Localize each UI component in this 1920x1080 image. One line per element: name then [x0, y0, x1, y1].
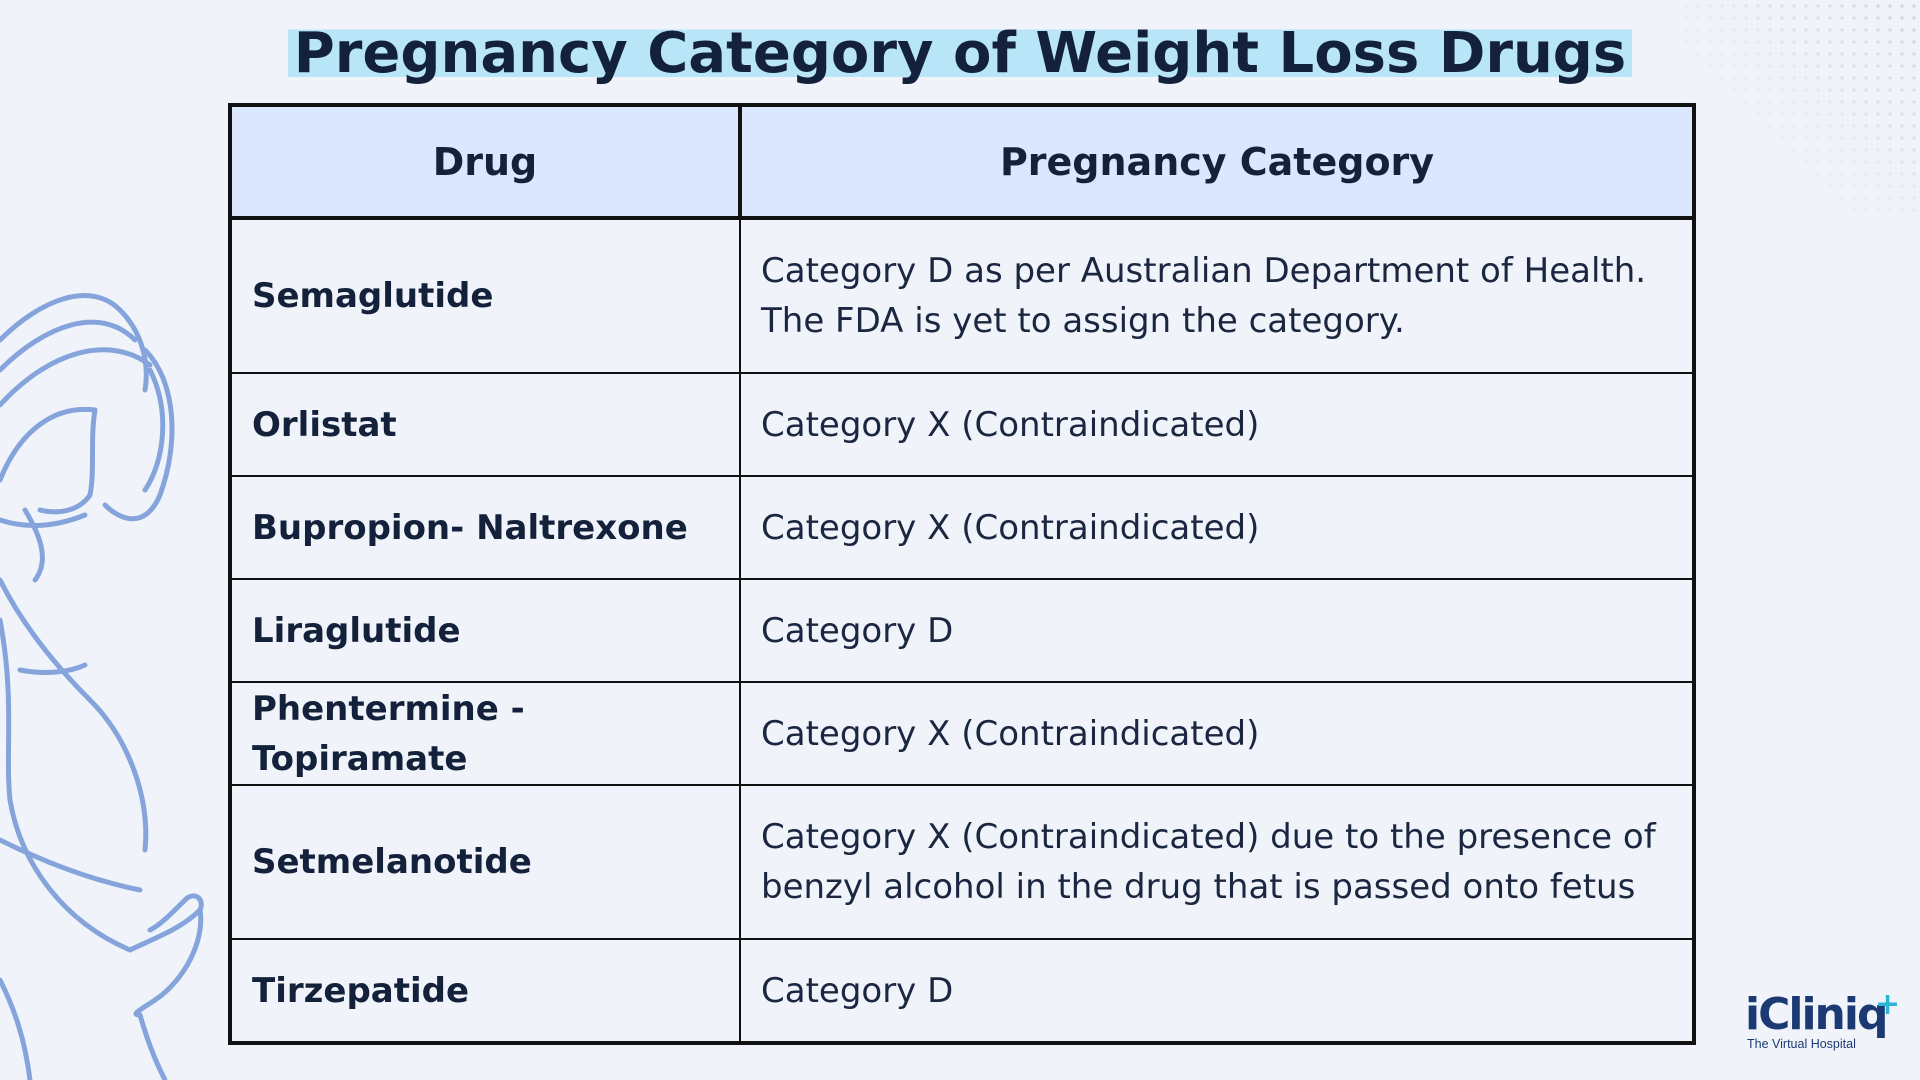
drug-name-cell: Tirzepatide [228, 938, 741, 1045]
category-cell: Category X (Contraindicated) [739, 681, 1696, 786]
logo-tagline: The Virtual Hospital [1747, 1037, 1856, 1051]
table-row: Tirzepatide Category D [228, 938, 1696, 1045]
header-pregnancy-category: Pregnancy Category [738, 103, 1696, 220]
plus-icon: + [1875, 987, 1901, 1022]
drug-name-cell: Setmelanotide [228, 784, 741, 940]
drug-name-cell: Bupropion- Naltrexone [228, 475, 741, 580]
category-cell: Category D [739, 578, 1696, 683]
drug-name-cell: Semaglutide [228, 217, 741, 374]
icliniq-logo: iCliniq + The Virtual Hospital [1745, 989, 1900, 1056]
table-header-row: Drug Pregnancy Category [228, 103, 1696, 220]
category-cell: Category D [739, 938, 1696, 1045]
drug-name-cell: Orlistat [228, 372, 741, 477]
table-row: Orlistat Category X (Contraindicated) [228, 372, 1696, 477]
table-row: Semaglutide Category D as per Australian… [228, 217, 1696, 374]
table-row: Phentermine - Topiramate Category X (Con… [228, 681, 1696, 786]
table-row: Bupropion- Naltrexone Category X (Contra… [228, 475, 1696, 580]
drug-pregnancy-table: Drug Pregnancy Category Semaglutide Cate… [228, 103, 1696, 1045]
table-row: Setmelanotide Category X (Contraindicate… [228, 784, 1696, 940]
category-cell: Category X (Contraindicated) due to the … [739, 784, 1696, 940]
table-row: Liraglutide Category D [228, 578, 1696, 683]
title-container: Pregnancy Category of Weight Loss Drugs [0, 20, 1920, 88]
dot-pattern-decoration [1680, 0, 1920, 220]
page-title: Pregnancy Category of Weight Loss Drugs [287, 20, 1633, 88]
drug-name-cell: Phentermine - Topiramate [228, 681, 741, 786]
logo-wordmark: iCliniq [1745, 989, 1888, 1040]
pregnant-woman-illustration [0, 293, 204, 1080]
category-cell: Category X (Contraindicated) [739, 475, 1696, 580]
drug-name-cell: Liraglutide [228, 578, 741, 683]
category-cell: Category X (Contraindicated) [739, 372, 1696, 477]
header-drug: Drug [228, 103, 742, 220]
category-cell: Category D as per Australian Department … [739, 217, 1696, 374]
